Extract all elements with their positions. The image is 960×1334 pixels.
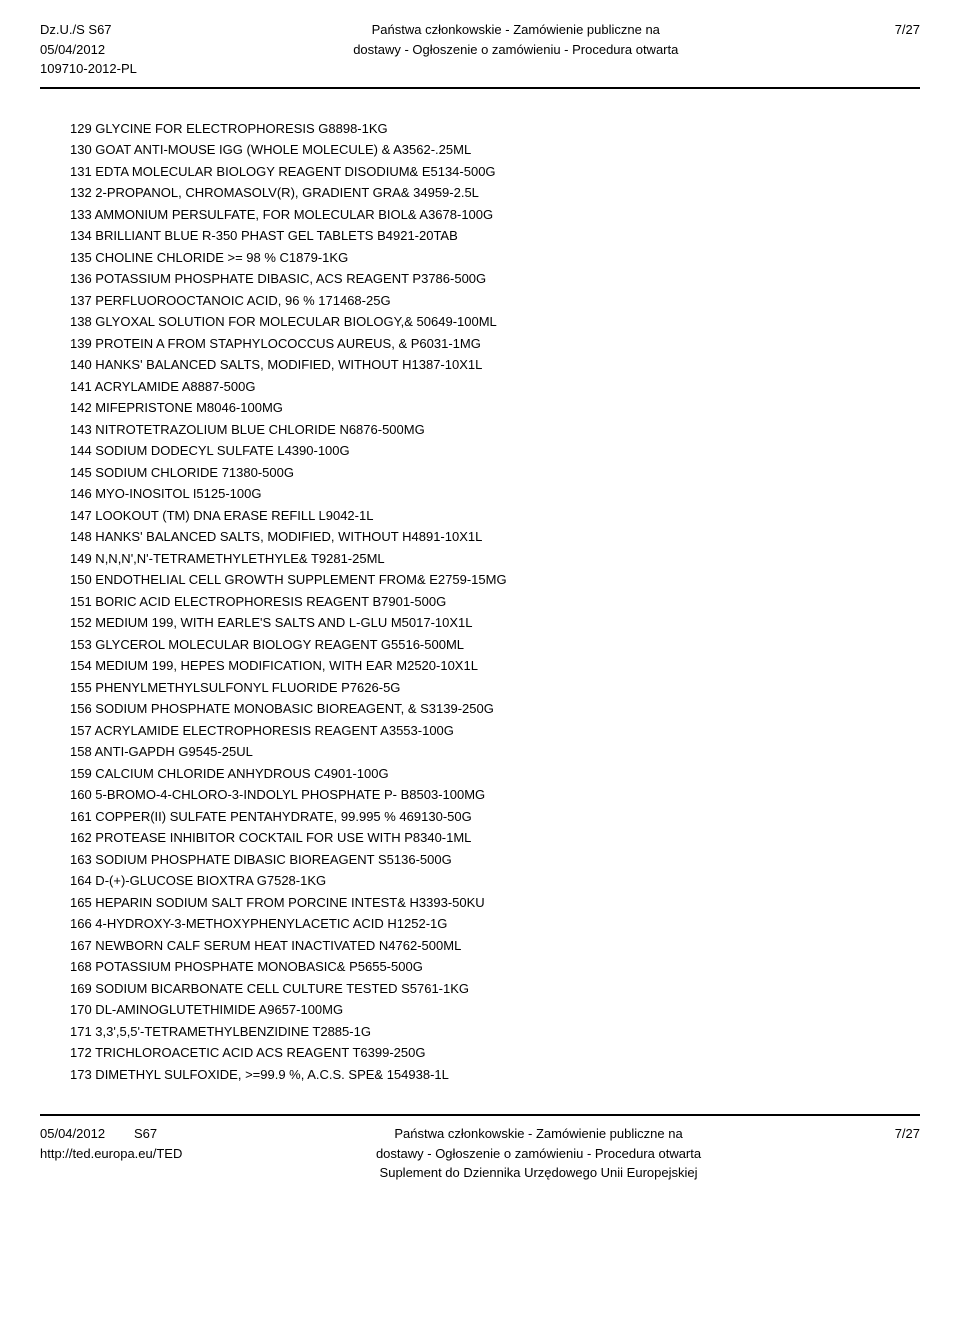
list-item: 143 NITROTETRAZOLIUM BLUE CHLORIDE N6876…	[70, 420, 920, 440]
footer-center: Państwa członkowskie - Zamówienie public…	[182, 1124, 894, 1183]
header-title-1: Państwa członkowskie - Zamówienie public…	[137, 20, 895, 40]
list-item: 165 HEPARIN SODIUM SALT FROM PORCINE INT…	[70, 893, 920, 913]
list-item: 156 SODIUM PHOSPHATE MONOBASIC BIOREAGEN…	[70, 699, 920, 719]
item-list: 129 GLYCINE FOR ELECTROPHORESIS G8898-1K…	[40, 119, 920, 1085]
page-number-bottom: 7/27	[895, 1124, 920, 1144]
list-item: 138 GLYOXAL SOLUTION FOR MOLECULAR BIOLO…	[70, 312, 920, 332]
footer-left: 05/04/2012 S67 http://ted.europa.eu/TED	[40, 1124, 182, 1163]
list-item: 135 CHOLINE CHLORIDE >= 98 % C1879-1KG	[70, 248, 920, 268]
list-item: 160 5-BROMO-4-CHLORO-3-INDOLYL PHOSPHATE…	[70, 785, 920, 805]
header-title-2: dostawy - Ogłoszenie o zamówieniu - Proc…	[137, 40, 895, 60]
list-item: 148 HANKS' BALANCED SALTS, MODIFIED, WIT…	[70, 527, 920, 547]
list-item: 161 COPPER(II) SULFATE PENTAHYDRATE, 99.…	[70, 807, 920, 827]
list-item: 169 SODIUM BICARBONATE CELL CULTURE TEST…	[70, 979, 920, 999]
list-item: 162 PROTEASE INHIBITOR COCKTAIL FOR USE …	[70, 828, 920, 848]
list-item: 150 ENDOTHELIAL CELL GROWTH SUPPLEMENT F…	[70, 570, 920, 590]
header-right: 7/27	[895, 20, 920, 40]
list-item: 142 MIFEPRISTONE M8046-100MG	[70, 398, 920, 418]
list-item: 166 4-HYDROXY-3-METHOXYPHENYLACETIC ACID…	[70, 914, 920, 934]
doc-id: 109710-2012-PL	[40, 59, 137, 79]
footer-date: 05/04/2012	[40, 1126, 105, 1141]
header-center: Państwa członkowskie - Zamówienie public…	[137, 20, 895, 59]
list-item: 170 DL-AMINOGLUTETHIMIDE A9657-100MG	[70, 1000, 920, 1020]
footer-right: 7/27	[895, 1124, 920, 1144]
footer-title-2: dostawy - Ogłoszenie o zamówieniu - Proc…	[182, 1144, 894, 1164]
list-item: 145 SODIUM CHLORIDE 71380-500G	[70, 463, 920, 483]
list-item: 163 SODIUM PHOSPHATE DIBASIC BIOREAGENT …	[70, 850, 920, 870]
list-item: 131 EDTA MOLECULAR BIOLOGY REAGENT DISOD…	[70, 162, 920, 182]
doc-ref: Dz.U./S S67	[40, 20, 137, 40]
list-item: 171 3,3',5,5'-TETRAMETHYLBENZIDINE T2885…	[70, 1022, 920, 1042]
list-item: 144 SODIUM DODECYL SULFATE L4390-100G	[70, 441, 920, 461]
list-item: 140 HANKS' BALANCED SALTS, MODIFIED, WIT…	[70, 355, 920, 375]
list-item: 168 POTASSIUM PHOSPHATE MONOBASIC& P5655…	[70, 957, 920, 977]
list-item: 154 MEDIUM 199, HEPES MODIFICATION, WITH…	[70, 656, 920, 676]
list-item: 139 PROTEIN A FROM STAPHYLOCOCCUS AUREUS…	[70, 334, 920, 354]
list-item: 172 TRICHLOROACETIC ACID ACS REAGENT T63…	[70, 1043, 920, 1063]
list-item: 141 ACRYLAMIDE A8887-500G	[70, 377, 920, 397]
footer-title-1: Państwa członkowskie - Zamówienie public…	[182, 1124, 894, 1144]
page-header: Dz.U./S S67 05/04/2012 109710-2012-PL Pa…	[40, 20, 920, 89]
list-item: 137 PERFLUOROOCTANOIC ACID, 96 % 171468-…	[70, 291, 920, 311]
list-item: 149 N,N,N',N'-TETRAMETHYLETHYLE& T9281-2…	[70, 549, 920, 569]
list-item: 157 ACRYLAMIDE ELECTROPHORESIS REAGENT A…	[70, 721, 920, 741]
list-item: 159 CALCIUM CHLORIDE ANHYDROUS C4901-100…	[70, 764, 920, 784]
footer-title-3: Suplement do Dziennika Urzędowego Unii E…	[182, 1163, 894, 1183]
footer-issue: S67	[134, 1126, 157, 1141]
list-item: 158 ANTI-GAPDH G9545-25UL	[70, 742, 920, 762]
page-footer: 05/04/2012 S67 http://ted.europa.eu/TED …	[40, 1114, 920, 1183]
header-left: Dz.U./S S67 05/04/2012 109710-2012-PL	[40, 20, 137, 79]
doc-date: 05/04/2012	[40, 40, 137, 60]
footer-date-row: 05/04/2012 S67	[40, 1124, 182, 1144]
list-item: 173 DIMETHYL SULFOXIDE, >=99.9 %, A.C.S.…	[70, 1065, 920, 1085]
list-item: 132 2-PROPANOL, CHROMASOLV(R), GRADIENT …	[70, 183, 920, 203]
list-item: 147 LOOKOUT (TM) DNA ERASE REFILL L9042-…	[70, 506, 920, 526]
page-number-top: 7/27	[895, 20, 920, 40]
list-item: 134 BRILLIANT BLUE R-350 PHAST GEL TABLE…	[70, 226, 920, 246]
list-item: 167 NEWBORN CALF SERUM HEAT INACTIVATED …	[70, 936, 920, 956]
list-item: 130 GOAT ANTI-MOUSE IGG (WHOLE MOLECULE)…	[70, 140, 920, 160]
footer-url: http://ted.europa.eu/TED	[40, 1144, 182, 1164]
list-item: 164 D-(+)-GLUCOSE BIOXTRA G7528-1KG	[70, 871, 920, 891]
list-item: 133 AMMONIUM PERSULFATE, FOR MOLECULAR B…	[70, 205, 920, 225]
list-item: 155 PHENYLMETHYLSULFONYL FLUORIDE P7626-…	[70, 678, 920, 698]
list-item: 146 MYO-INOSITOL I5125-100G	[70, 484, 920, 504]
list-item: 151 BORIC ACID ELECTROPHORESIS REAGENT B…	[70, 592, 920, 612]
list-item: 153 GLYCEROL MOLECULAR BIOLOGY REAGENT G…	[70, 635, 920, 655]
list-item: 136 POTASSIUM PHOSPHATE DIBASIC, ACS REA…	[70, 269, 920, 289]
list-item: 129 GLYCINE FOR ELECTROPHORESIS G8898-1K…	[70, 119, 920, 139]
list-item: 152 MEDIUM 199, WITH EARLE'S SALTS AND L…	[70, 613, 920, 633]
